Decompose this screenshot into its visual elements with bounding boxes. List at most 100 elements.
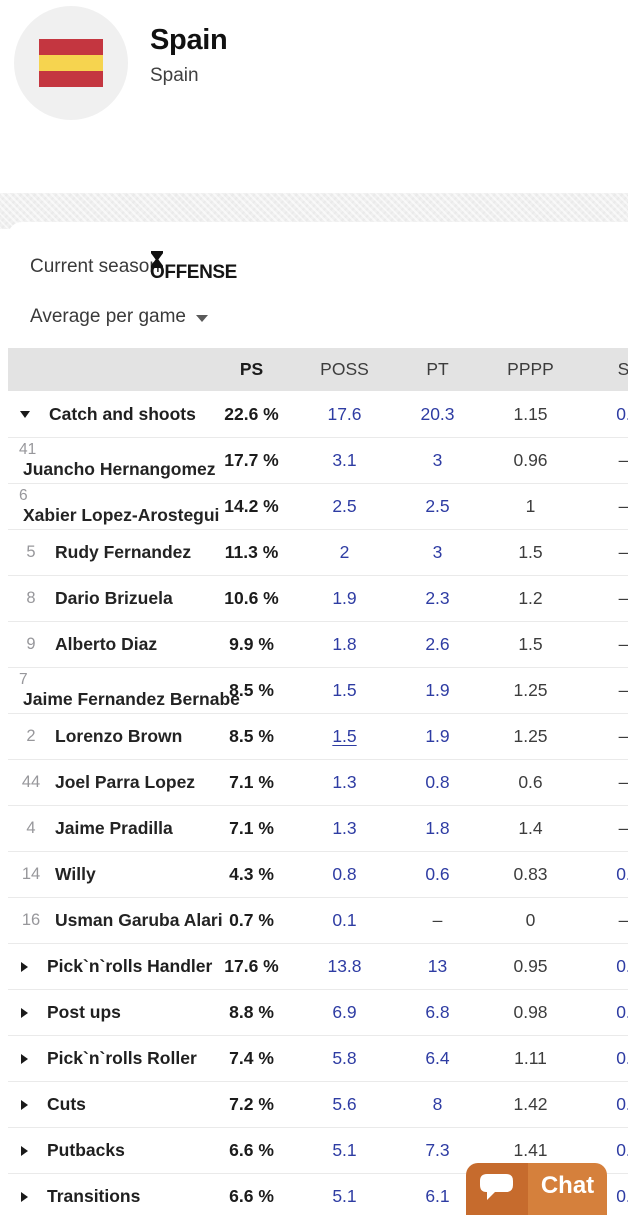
- group-label[interactable]: Cuts: [47, 1094, 86, 1114]
- expand-icon[interactable]: [21, 1191, 28, 1202]
- pppp-value: 0: [525, 910, 536, 930]
- player-name[interactable]: Juancho Hernangomez: [23, 459, 216, 480]
- player-name[interactable]: Alberto Diaz: [55, 634, 158, 654]
- poss-value[interactable]: 1.3: [332, 772, 357, 792]
- name-cell: 16 Usman Garuba Alari: [8, 898, 223, 943]
- s-value: –: [618, 588, 628, 608]
- chat-open-button[interactable]: Chat: [528, 1163, 607, 1215]
- spain-flag-icon: [39, 39, 103, 87]
- expand-icon[interactable]: [21, 1007, 28, 1018]
- flag-stripe-red: [39, 71, 103, 87]
- poss-value[interactable]: 1.5: [332, 726, 357, 746]
- poss-value[interactable]: 3.1: [332, 450, 357, 470]
- player-name[interactable]: Lorenzo Brown: [55, 726, 183, 746]
- s-value[interactable]: 0.: [616, 864, 628, 884]
- pppp-value: 1.41: [513, 1140, 548, 1160]
- player-name[interactable]: Dario Brizuela: [55, 588, 173, 608]
- s-value[interactable]: 0.: [616, 1002, 628, 1022]
- pt-value[interactable]: 6.8: [425, 1002, 450, 1022]
- pppp-value: 1.5: [518, 542, 543, 562]
- col-header-s[interactable]: S: [617, 359, 628, 379]
- table-row[interactable]: Cuts 7.2 % 5.6 8 1.42 0.: [8, 1081, 628, 1127]
- col-header-poss[interactable]: POSS: [320, 359, 369, 379]
- poss-value[interactable]: 5.8: [332, 1048, 357, 1068]
- expand-icon[interactable]: [21, 961, 28, 972]
- table-row: 9 Alberto Diaz 9.9 % 1.8 2.6 1.5 –: [8, 621, 628, 667]
- pt-value[interactable]: 13: [427, 956, 448, 976]
- poss-value[interactable]: 1.3: [332, 818, 357, 838]
- poss-value[interactable]: 17.6: [327, 403, 362, 424]
- player-number: 8: [26, 589, 36, 607]
- pt-value[interactable]: 2.6: [425, 634, 450, 654]
- collapse-icon[interactable]: [20, 410, 30, 418]
- poss-value[interactable]: 5.1: [332, 1140, 357, 1160]
- table-row[interactable]: Post ups 8.8 % 6.9 6.8 0.98 0.: [8, 989, 628, 1035]
- poss-value[interactable]: 1.9: [332, 588, 357, 608]
- season-selector[interactable]: Current season: [30, 256, 160, 277]
- chat-widget[interactable]: Chat: [466, 1163, 607, 1215]
- poss-value[interactable]: 2.5: [332, 496, 357, 516]
- player-name[interactable]: Joel Parra Lopez: [55, 772, 196, 792]
- player-name[interactable]: Jaime Fernandez Bernabe: [23, 689, 240, 710]
- player-name[interactable]: Rudy Fernandez: [55, 542, 192, 562]
- col-header-pt[interactable]: PT: [426, 359, 449, 379]
- pt-value[interactable]: 2.5: [425, 496, 450, 516]
- pt-value[interactable]: 8: [432, 1094, 443, 1114]
- pt-value[interactable]: 2.3: [425, 588, 450, 608]
- player-name[interactable]: Jaime Pradilla: [55, 818, 173, 838]
- s-value[interactable]: 0.: [616, 1048, 628, 1068]
- table-row[interactable]: Pick`n`rolls Roller 7.4 % 5.8 6.4 1.11 0.: [8, 1035, 628, 1081]
- player-name[interactable]: Usman Garuba Alari: [55, 910, 223, 930]
- pt-value[interactable]: 1.9: [425, 680, 450, 700]
- s-value[interactable]: 0.: [616, 403, 628, 424]
- poss-value[interactable]: 0.1: [332, 910, 357, 930]
- pt-value[interactable]: 1.8: [425, 818, 450, 838]
- group-label[interactable]: Putbacks: [47, 1140, 125, 1160]
- group-label[interactable]: Transitions: [47, 1186, 141, 1206]
- table-row[interactable]: Pick`n`rolls Handler 17.6 % 13.8 13 0.95 0.: [8, 943, 628, 989]
- ps-value: 11.3 %: [224, 542, 279, 562]
- pt-value[interactable]: 3: [432, 450, 443, 470]
- player-name[interactable]: Xabier Lopez-Arostegui: [23, 505, 220, 526]
- s-value[interactable]: 0.: [616, 1140, 628, 1160]
- poss-value[interactable]: 5.6: [332, 1094, 357, 1114]
- expand-icon[interactable]: [21, 1099, 28, 1110]
- pt-value[interactable]: 3: [432, 542, 443, 562]
- name-cell: Pick`n`rolls Roller: [8, 1036, 205, 1081]
- s-value[interactable]: 0.: [616, 956, 628, 976]
- chat-bubble-panel[interactable]: [466, 1163, 528, 1215]
- poss-value[interactable]: 6.9: [332, 1002, 357, 1022]
- group-label[interactable]: Catch and shoots: [49, 403, 196, 424]
- poss-value[interactable]: 1.8: [332, 634, 357, 654]
- col-header-pppp[interactable]: PPPP: [507, 359, 554, 379]
- pt-value[interactable]: 7.3: [425, 1140, 450, 1160]
- expand-icon[interactable]: [21, 1145, 28, 1156]
- pt-value[interactable]: 0.6: [425, 864, 450, 884]
- poss-value[interactable]: 5.1: [332, 1186, 357, 1206]
- ps-value: 6.6 %: [229, 1186, 274, 1206]
- pt-value[interactable]: 1.9: [425, 726, 450, 746]
- group-label[interactable]: Post ups: [47, 1002, 121, 1022]
- expand-icon[interactable]: [21, 1053, 28, 1064]
- poss-value[interactable]: 1.5: [332, 680, 357, 700]
- poss-value[interactable]: 0.8: [332, 864, 357, 884]
- player-name[interactable]: Willy: [55, 864, 96, 884]
- ps-value: 7.1 %: [229, 818, 274, 838]
- pt-value[interactable]: 0.8: [425, 772, 450, 792]
- group-label[interactable]: Pick`n`rolls Roller: [47, 1048, 197, 1068]
- ps-value: 7.1 %: [229, 772, 274, 792]
- name-cell: 41 Juancho Hernangomez: [8, 438, 216, 483]
- average-per-game-dropdown[interactable]: Average per game: [30, 306, 208, 328]
- table-row[interactable]: Catch and shoots 22.6 % 17.6 20.3 1.15 0.: [8, 391, 628, 437]
- s-value[interactable]: 0.: [616, 1186, 628, 1206]
- table-row: 8 Dario Brizuela 10.6 % 1.9 2.3 1.2 –: [8, 575, 628, 621]
- pppp-value: 1.42: [513, 1094, 548, 1114]
- pt-value[interactable]: 20.3: [420, 403, 455, 424]
- group-label[interactable]: Pick`n`rolls Handler: [47, 956, 213, 976]
- s-value[interactable]: 0.: [616, 1094, 628, 1114]
- col-header-ps[interactable]: PS: [239, 359, 264, 379]
- poss-value[interactable]: 2: [339, 542, 350, 562]
- s-value: –: [618, 726, 628, 746]
- poss-value[interactable]: 13.8: [327, 956, 362, 976]
- pt-value[interactable]: 6.4: [425, 1048, 450, 1068]
